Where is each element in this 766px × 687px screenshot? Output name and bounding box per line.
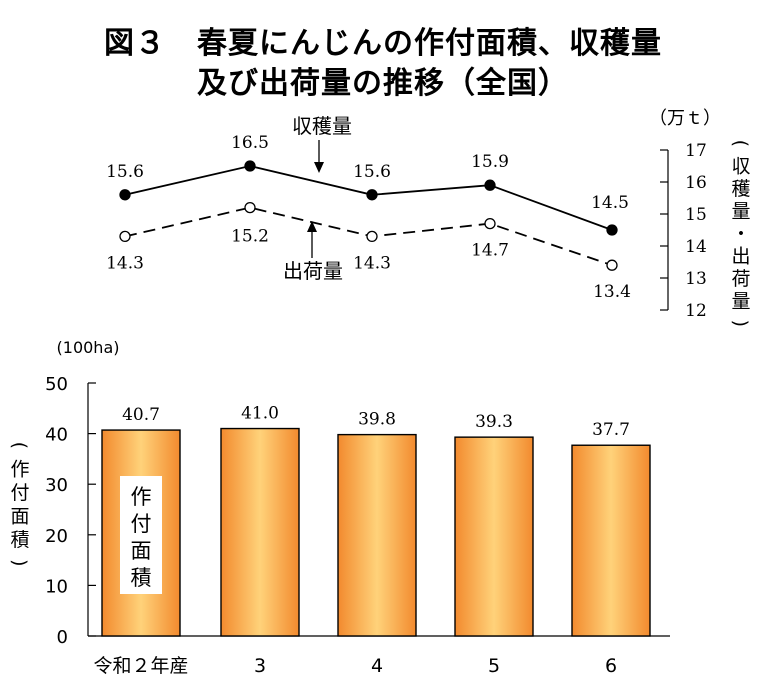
chart-title-line-1: 図３ 春夏にんじんの作付面積、収穫量 bbox=[104, 26, 662, 61]
line-y-axis-label-char: 量 bbox=[731, 291, 750, 313]
bar-y-tick-label: 40 bbox=[45, 425, 68, 446]
line-y-tick-label: 12 bbox=[685, 301, 707, 321]
bar-y-tick-label: 10 bbox=[45, 576, 68, 597]
series-1-data-label: 14.3 bbox=[353, 253, 391, 273]
line-y-axis-label-char: 量 bbox=[731, 201, 750, 223]
annotation-harvest: 収穫量 bbox=[292, 114, 352, 138]
bar-y-unit: (100ha) bbox=[57, 338, 120, 357]
line-y-tick-label: 15 bbox=[685, 205, 707, 225]
line-y-axis-label-char: 出 bbox=[731, 246, 750, 268]
bar-y-axis-label-char: ( bbox=[8, 442, 30, 449]
bar-y-axis-label-char: 付 bbox=[10, 482, 29, 504]
bar-inner-label-char: 付 bbox=[131, 512, 152, 536]
series-1-point bbox=[244, 201, 256, 214]
bar-y-tick-label: 0 bbox=[57, 627, 68, 648]
bar-y-axis-label: ( 作付面積) bbox=[8, 442, 30, 567]
line-y-axis-label-char: ) bbox=[729, 320, 751, 327]
bar-value-label: 37.7 bbox=[592, 420, 630, 440]
line-y-tick-label: 13 bbox=[685, 269, 707, 289]
x-tick-label: 令和２年産 bbox=[93, 655, 188, 677]
annotation-shipment-arrowhead bbox=[307, 221, 317, 232]
bar-value-label: 40.7 bbox=[122, 405, 160, 425]
series-1-data-label: 15.2 bbox=[231, 227, 269, 247]
series-1-data-label: 13.4 bbox=[593, 282, 631, 302]
bar bbox=[337, 433, 417, 637]
line-y-tick-label: 14 bbox=[685, 237, 707, 257]
series-0-point bbox=[366, 189, 378, 201]
line-y-unit: （万ｔ） bbox=[649, 108, 721, 129]
series-0-point bbox=[606, 224, 618, 236]
line-y-axis-label-char: ・ bbox=[731, 223, 750, 245]
bar-y-axis-label-char: ) bbox=[8, 559, 30, 566]
series-0-data-label: 15.9 bbox=[471, 152, 509, 172]
x-tick-label: 3 bbox=[254, 655, 266, 677]
series-0-point bbox=[119, 189, 131, 201]
bar bbox=[571, 444, 651, 637]
line-y-tick-label: 16 bbox=[685, 173, 707, 193]
bar-y-tick-label: 30 bbox=[45, 475, 68, 496]
bar-y-tick-label: 50 bbox=[45, 374, 68, 395]
line-y-axis-label: (収穫量・出荷量) bbox=[729, 140, 751, 327]
x-tick-label: 6 bbox=[605, 655, 617, 677]
bar bbox=[454, 436, 534, 637]
bar bbox=[220, 427, 300, 637]
chart-title-line-2: 及び出荷量の推移（全国） bbox=[197, 66, 569, 101]
annotation-harvest-arrowhead bbox=[314, 162, 324, 173]
x-tick-label: 4 bbox=[371, 655, 383, 677]
series-0-data-label: 16.5 bbox=[231, 133, 269, 153]
line-y-axis-label-char: ( bbox=[729, 140, 751, 147]
series-0-data-label: 14.5 bbox=[591, 193, 629, 213]
line-y-axis-label-char: 荷 bbox=[731, 268, 750, 290]
bar-y-axis-label-char: 面 bbox=[10, 506, 29, 528]
bar-y-axis-label-char: 積 bbox=[10, 529, 29, 551]
bar-y-axis-label-char: 作 bbox=[10, 459, 29, 481]
bar-inner-label-char: 積 bbox=[131, 566, 152, 590]
bar-label-box bbox=[120, 476, 162, 594]
line-y-tick-label: 17 bbox=[685, 141, 707, 161]
series-0-point bbox=[484, 179, 496, 191]
bar-inner-label-char: 面 bbox=[131, 539, 152, 563]
series-0-data-label: 15.6 bbox=[353, 162, 391, 182]
series-1-point bbox=[119, 230, 131, 243]
line-y-axis-label-char: 穫 bbox=[731, 178, 750, 200]
bar-inner-label: 作付面積 bbox=[131, 485, 152, 590]
annotation-shipment: 出荷量 bbox=[283, 259, 343, 283]
bar-y-tick-label: 20 bbox=[45, 526, 68, 547]
series-1-point bbox=[366, 230, 378, 243]
series-1-data-label: 14.3 bbox=[106, 253, 144, 273]
x-tick-label: 5 bbox=[488, 655, 500, 677]
series-1-point bbox=[484, 217, 496, 230]
bar-value-label: 41.0 bbox=[241, 404, 279, 424]
series-0-point bbox=[244, 160, 256, 172]
line-y-axis-label-char: 収 bbox=[731, 156, 750, 178]
series-1-point bbox=[606, 259, 618, 271]
bar-value-label: 39.3 bbox=[475, 412, 513, 432]
bar-chart: (100ha)(作付面積)0102030405040.7令和２年産41.0339… bbox=[8, 338, 670, 677]
bar-value-label: 39.8 bbox=[358, 410, 396, 430]
series-1-data-label: 14.7 bbox=[471, 241, 509, 261]
series-0-data-label: 15.6 bbox=[106, 162, 144, 182]
bar-inner-label-char: 作 bbox=[131, 485, 152, 509]
